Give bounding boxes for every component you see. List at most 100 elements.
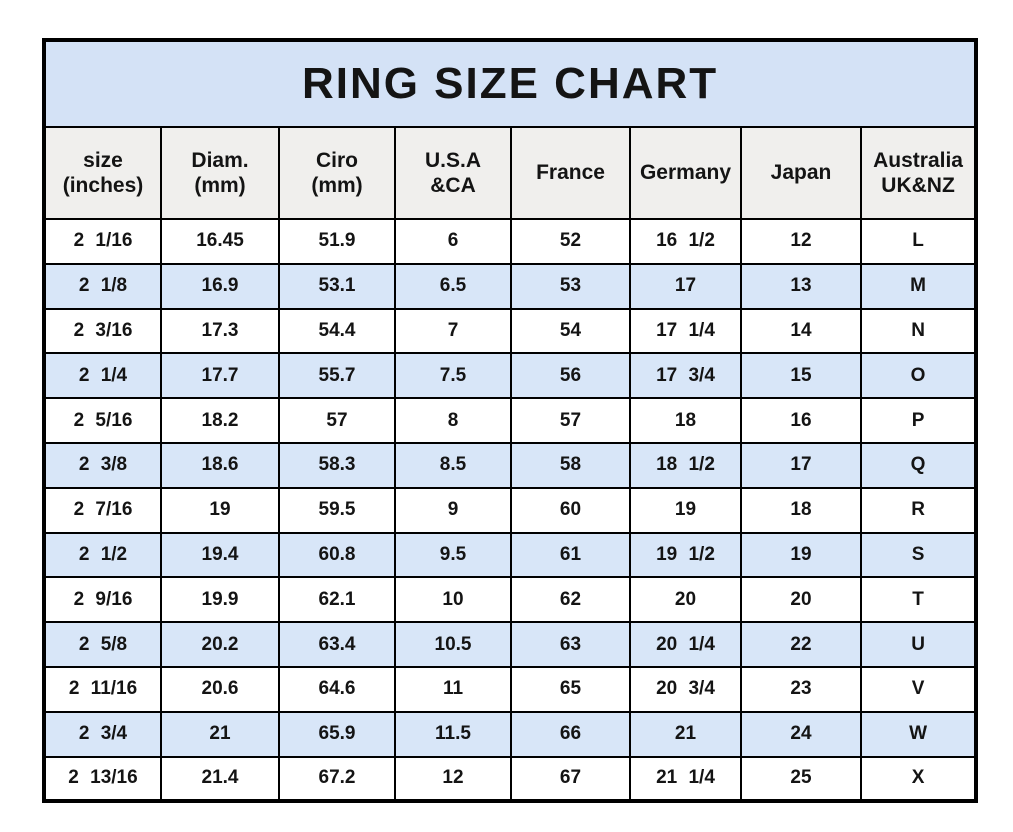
column-header: Germany: [629, 126, 742, 220]
table-row: 2 3/4 21 65.9 11.5 66 21 24 W: [43, 710, 978, 758]
table-cell: 7: [394, 307, 512, 355]
table-cell: 24: [740, 710, 862, 758]
table-body: 2 1/16 16.45 51.9 6 52 16 1/2 12 L 2 1/8 16.9 53.1…: [43, 218, 978, 803]
table-cell: 16 1/2: [629, 218, 742, 265]
table-cell: U: [859, 621, 978, 668]
table-row: 2 1/4 17.7 55.7 7.5 56 17 3/4 15 O: [43, 352, 978, 400]
table-cell: 7.5: [394, 352, 512, 400]
table-cell: 17: [740, 441, 862, 489]
table-cell: 18 1/2: [629, 441, 742, 489]
table-cell: 19: [629, 486, 742, 534]
table-cell: 56: [510, 352, 631, 400]
table-cell: 16.45: [160, 218, 280, 265]
table-cell: 2 1/16: [43, 218, 162, 265]
table-cell: 11.5: [394, 710, 512, 758]
table-cell: 65: [510, 665, 631, 713]
table-cell: 12: [740, 218, 862, 265]
table-cell: 60: [510, 486, 631, 534]
table-cell: 20: [629, 576, 742, 624]
table-cell: 2 1/8: [43, 262, 162, 310]
table-row: 2 3/8 18.6 58.3 8.5 58 18 1/2 17 Q: [43, 441, 978, 489]
table-cell: 58.3: [278, 441, 396, 489]
table-cell: N: [859, 307, 978, 355]
table-cell: 58: [510, 441, 631, 489]
table-row: 2 5/16 18.2 57 8 57 18 16 P: [43, 397, 978, 444]
table-cell: 2 1/2: [43, 531, 162, 579]
table-row: 2 5/8 20.2 63.4 10.5 63 20 1/4 22 U: [43, 621, 978, 668]
table-cell: 19.9: [160, 576, 280, 624]
table-cell: 10.5: [394, 621, 512, 668]
table-cell: 2 3/16: [43, 307, 162, 355]
table-cell: 2 13/16: [43, 755, 162, 803]
ring-size-table: RING SIZE CHART size (inches) Diam. (mm) C…: [42, 38, 979, 804]
column-header: size (inches): [43, 126, 162, 220]
chart-title: RING SIZE CHART: [42, 39, 978, 128]
table-cell: 18.6: [160, 441, 280, 489]
table-cell: X: [859, 755, 978, 803]
table-row: 2 1/2 19.4 60.8 9.5 61 19 1/2 19 S: [43, 531, 978, 579]
table-cell: 65.9: [278, 710, 396, 758]
table-cell: 20.2: [160, 621, 280, 668]
table-cell: 17.3: [160, 307, 280, 355]
table-cell: 67: [510, 755, 631, 803]
table-cell: S: [859, 531, 978, 579]
table-cell: 52: [510, 218, 631, 265]
table-row: 2 3/16 17.3 54.4 7 54 17 1/4 14 N: [43, 307, 978, 355]
table-cell: 59.5: [278, 486, 396, 534]
table-cell: 2 9/16: [43, 576, 162, 624]
table-row: 2 13/16 21.4 67.2 12 67 21 1/4 25 X: [43, 755, 978, 803]
title-row: RING SIZE CHART: [42, 39, 978, 128]
table-cell: 18: [629, 397, 742, 444]
table-cell: 21: [160, 710, 280, 758]
table-cell: 53.1: [278, 262, 396, 310]
table-row: 2 9/16 19.9 62.1 10 62 20 20 T: [43, 576, 978, 624]
table-cell: 11: [394, 665, 512, 713]
table-cell: 62: [510, 576, 631, 624]
table-cell: 17.7: [160, 352, 280, 400]
table-cell: 2 11/16: [43, 665, 162, 713]
table-cell: 8.5: [394, 441, 512, 489]
table-cell: M: [859, 262, 978, 310]
table-cell: V: [859, 665, 978, 713]
table-cell: 57: [278, 397, 396, 444]
table-cell: 15: [740, 352, 862, 400]
table-cell: 21 1/4: [629, 755, 742, 803]
column-header: Diam. (mm): [160, 126, 280, 220]
table-cell: 21.4: [160, 755, 280, 803]
table-cell: 16: [740, 397, 862, 444]
table-cell: 18.2: [160, 397, 280, 444]
table-cell: 55.7: [278, 352, 396, 400]
table-cell: 67.2: [278, 755, 396, 803]
column-header: Ciro (mm): [278, 126, 396, 220]
column-header: Australia UK&NZ: [859, 126, 978, 220]
table-cell: 61: [510, 531, 631, 579]
column-header: U.S.A &CA: [394, 126, 512, 220]
table-cell: 64.6: [278, 665, 396, 713]
table-cell: 6.5: [394, 262, 512, 310]
table-cell: 8: [394, 397, 512, 444]
table-cell: 57: [510, 397, 631, 444]
table-cell: 66: [510, 710, 631, 758]
table-cell: 54.4: [278, 307, 396, 355]
table-cell: T: [859, 576, 978, 624]
table-cell: 2 3/4: [43, 710, 162, 758]
table-cell: 2 5/8: [43, 621, 162, 668]
table-cell: L: [859, 218, 978, 265]
table-cell: W: [859, 710, 978, 758]
table-cell: 20 1/4: [629, 621, 742, 668]
table-cell: 21: [629, 710, 742, 758]
table-cell: 16.9: [160, 262, 280, 310]
table-cell: 12: [394, 755, 512, 803]
table-cell: 53: [510, 262, 631, 310]
table-cell: 17 3/4: [629, 352, 742, 400]
table-cell: 19: [740, 531, 862, 579]
table-cell: 13: [740, 262, 862, 310]
table-cell: 10: [394, 576, 512, 624]
table-cell: 14: [740, 307, 862, 355]
table-cell: 2 5/16: [43, 397, 162, 444]
table-cell: 54: [510, 307, 631, 355]
table-cell: P: [859, 397, 978, 444]
table-row: 2 1/16 16.45 51.9 6 52 16 1/2 12 L: [43, 218, 978, 265]
table-cell: 20.6: [160, 665, 280, 713]
table-cell: 63.4: [278, 621, 396, 668]
